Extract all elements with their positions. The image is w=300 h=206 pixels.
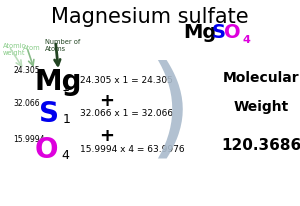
Text: Mg: Mg [183,23,216,42]
Text: Magnesium sulfate: Magnesium sulfate [51,7,249,27]
Text: 4: 4 [61,149,69,162]
Text: Atom: Atom [22,45,40,51]
Text: ): ) [148,60,191,167]
Text: +: + [99,127,114,145]
Text: Atomic
weight: Atomic weight [3,43,26,56]
Text: 120.3686: 120.3686 [221,138,300,153]
Text: Molecular: Molecular [223,71,299,85]
Text: 15.9994: 15.9994 [14,135,45,144]
Text: O: O [34,136,58,164]
Text: 32.066 x 1 = 32.066: 32.066 x 1 = 32.066 [80,109,172,118]
Text: 24.305: 24.305 [14,66,40,75]
Text: O: O [224,23,241,42]
Text: +: + [99,92,114,110]
Text: 1: 1 [63,112,71,126]
Text: 24.305 x 1 = 24.305: 24.305 x 1 = 24.305 [80,76,172,85]
Text: Number of
Atoms: Number of Atoms [45,39,80,52]
Text: Weight: Weight [233,100,289,114]
Text: 15.9994 x 4 = 63.9976: 15.9994 x 4 = 63.9976 [80,145,184,154]
Text: 4: 4 [242,35,250,45]
Text: S: S [212,23,226,42]
Text: 32.066: 32.066 [14,99,40,108]
Text: S: S [39,100,59,128]
Text: Mg: Mg [34,68,82,96]
Text: 1: 1 [61,81,69,94]
